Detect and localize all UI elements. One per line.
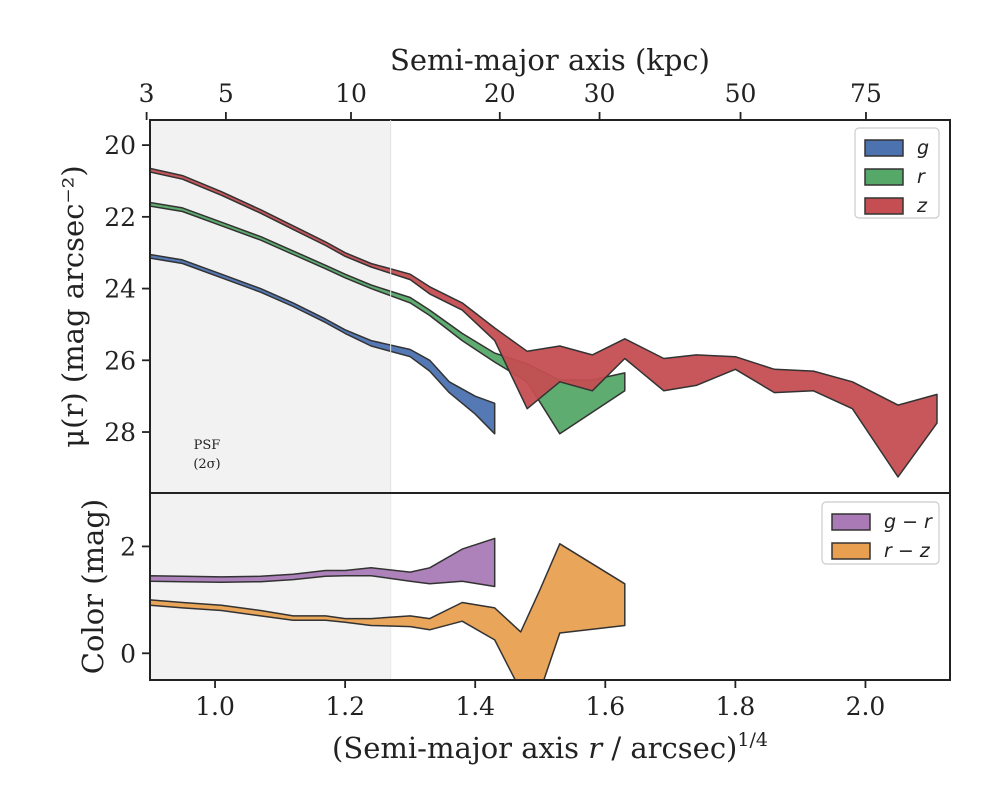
- legend-swatch: [831, 542, 871, 560]
- top-legend: grz: [854, 127, 940, 219]
- top-y-tick-label: 24: [104, 275, 136, 304]
- bottom-y-tick-label: 2: [120, 532, 136, 561]
- surface-brightness-series: [150, 167, 938, 478]
- bottom-panel-frame: [149, 492, 951, 681]
- top-y-tick-label: 20: [104, 131, 136, 160]
- bottom-x-tick-label: 1.8: [715, 692, 755, 721]
- top-kpc-ticks: 3 5 10 20 30 50 75: [139, 79, 882, 120]
- top-kpc-tick-label: 20: [484, 79, 516, 108]
- band-gr: [150, 537, 496, 588]
- legend-label: z: [916, 195, 928, 217]
- bottom-y-tick-label: 0: [120, 639, 136, 668]
- legend-swatch: [864, 197, 904, 215]
- band-rz: [150, 543, 626, 680]
- band-r: [150, 201, 626, 435]
- top-kpc-tick-label: 30: [584, 79, 616, 108]
- bottom-x-ticks: 1.0 1.2 1.4 1.6 1.8 2.0: [195, 680, 885, 721]
- legend-label: r: [917, 166, 926, 188]
- top-y-ticks: 20 22 24 26 28: [104, 131, 150, 447]
- psf-shaded-region: [150, 120, 391, 493]
- top-kpc-tick-label: 3: [139, 79, 155, 108]
- top-axis-title: Semi-major axis (kpc): [390, 43, 710, 77]
- legend-label: r − z: [884, 540, 931, 562]
- top-kpc-tick-label: 10: [335, 79, 367, 108]
- top-y-axis-title: μ(r) (mag arcsec⁻²): [56, 165, 90, 447]
- bottom-x-tick-label: 2.0: [846, 692, 886, 721]
- psf-shaded-region-color: [150, 493, 391, 680]
- top-y-tick-label: 26: [104, 346, 136, 375]
- bottom-x-tick-label: 1.2: [325, 692, 365, 721]
- legend-swatch: [864, 139, 904, 157]
- psf-label-sigma: (2σ): [193, 457, 220, 472]
- bottom-y-axis-title: Color (mag): [76, 499, 110, 674]
- bottom-x-tick-label: 1.4: [455, 692, 495, 721]
- psf-label: PSF: [194, 438, 221, 453]
- legend-swatch: [864, 168, 904, 186]
- color-panel: 02 1.0 1.2 1.4 1.6 1.8 2.0 (Semi-major axis r…: [76, 492, 951, 765]
- bottom-x-axis-title: (Semi-major axis r / arcsec)1/4: [332, 729, 768, 765]
- top-kpc-tick-label: 75: [850, 79, 882, 108]
- bottom-x-tick-label: 1.0: [195, 692, 235, 721]
- band-z: [150, 167, 938, 478]
- bottom-y-ticks: 02: [120, 532, 150, 668]
- top-kpc-tick-label: 50: [725, 79, 757, 108]
- legend-swatch: [831, 513, 871, 531]
- bottom-legend: g − r r − z: [821, 501, 940, 565]
- legend-label: g − r: [884, 511, 933, 533]
- band-g: [150, 253, 496, 435]
- top-y-tick-label: 22: [104, 203, 136, 232]
- legend-label: g: [917, 137, 929, 159]
- color-series: [150, 537, 626, 680]
- bottom-x-tick-label: 1.6: [585, 692, 625, 721]
- top-kpc-tick-label: 5: [218, 79, 234, 108]
- top-y-tick-label: 28: [104, 418, 136, 447]
